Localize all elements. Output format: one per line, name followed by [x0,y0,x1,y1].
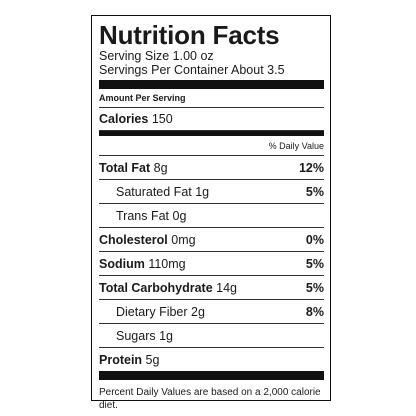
nutrient-row-protein: Protein 5g [99,348,324,371]
nutrient-row-cholesterol: Cholesterol 0mg 0% [99,228,324,252]
nutrient-amount: 110mg [148,256,186,271]
nutrient-amount: 5g [145,352,160,367]
label-title: Nutrition Facts [99,20,280,50]
nutrient-row-sodium: Sodium 110mg 5% [99,252,324,276]
nutrient-name: Saturated Fat [116,184,192,199]
nutrient-amount: 2g [191,304,205,319]
nutrient-row-total-carbohydrate: Total Carbohydrate 14g 5% [99,276,324,300]
nutrient-name: Dietary Fiber [116,304,188,319]
nutrient-row-saturated-fat: Saturated Fat 1g 5% [99,180,324,204]
amount-per-serving: Amount Per Serving [99,89,324,108]
nutrient-amount: 14g [216,280,238,295]
nutrient-name: Total Fat [99,160,151,175]
nutrient-amount: 8g [153,160,168,175]
serving-size: Serving Size 1.00 oz [99,49,214,63]
nutrient-daily-value: 5% [305,280,324,295]
nutrient-row-dietary-fiber: Dietary Fiber 2g 8% [99,300,324,324]
thick-divider-bottom [99,371,324,380]
calories-row: Calories 150 [99,108,324,131]
servings-per-container: Servings Per Container About 3.5 [99,63,285,77]
nutrient-amount: 1g [159,328,173,343]
nutrient-amount: 1g [195,184,210,199]
calories-text: Calories 150 [99,112,173,126]
nutrient-daily-value: 5% [305,184,324,199]
nutrient-name: Total Carbohydrate [99,280,213,295]
calories-value: 150 [151,112,173,126]
nutrient-name: Protein [99,352,143,367]
nutrient-daily-value: 12% [298,160,324,175]
nutrient-name: Cholesterol [99,232,168,247]
nutrient-name: Sodium [99,256,145,271]
nutrient-name: Sugars [116,328,156,343]
nutrient-amount: 0mg [171,232,196,247]
footnote: Percent Daily Values are based on a 2,00… [99,387,321,411]
daily-value-header-row: % Daily Value [99,136,324,156]
nutrient-name: Trans Fat [116,208,170,223]
nutrient-row-trans-fat: Trans Fat 0g [99,204,324,228]
medium-divider [99,131,324,136]
nutrient-daily-value: 8% [305,304,324,319]
nutrient-daily-value: 5% [305,256,324,271]
daily-value-header: % Daily Value [268,140,324,151]
nutrient-row-total-fat: Total Fat 8g 12% [99,156,324,180]
nutrient-daily-value: 0% [305,232,324,247]
thick-divider [99,80,324,89]
nutrient-row-sugars: Sugars 1g [99,324,324,348]
nutrient-amount: 0g [172,208,187,223]
nutrition-facts-label: Nutrition Facts Serving Size 1.00 oz Ser… [91,15,331,411]
calories-label: Calories [99,112,149,126]
